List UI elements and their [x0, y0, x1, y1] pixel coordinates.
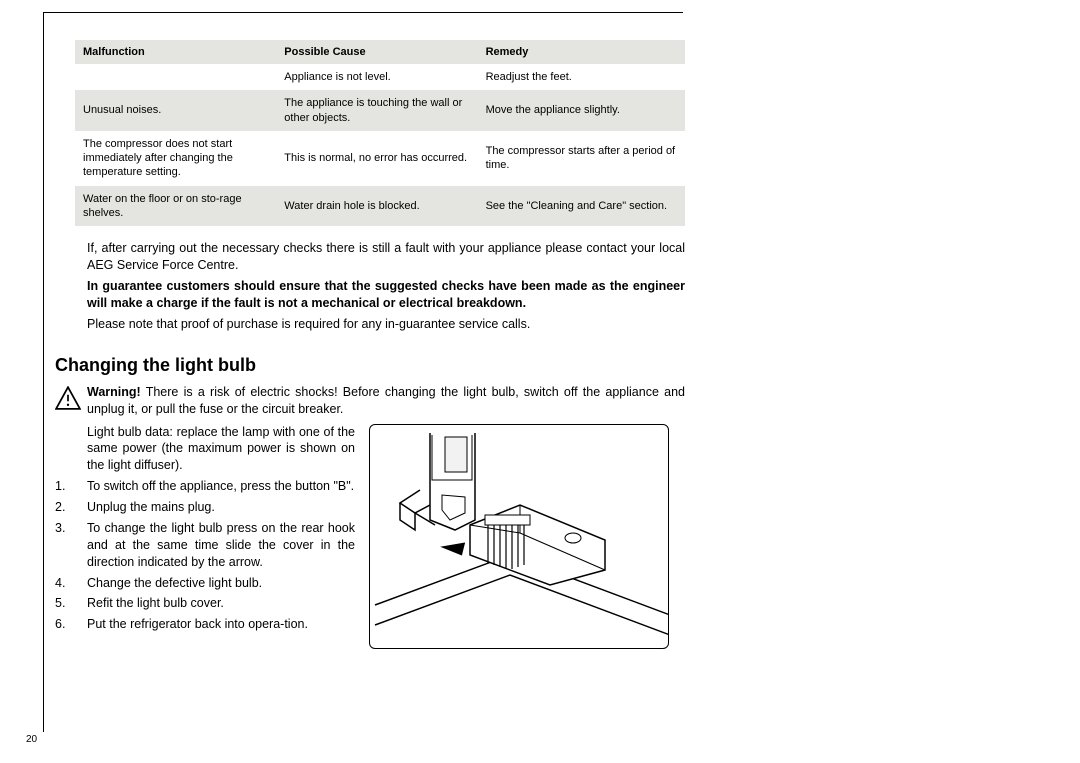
step-number: 6.: [55, 616, 87, 633]
list-item: 2.Unplug the mains plug.: [55, 499, 355, 516]
step-number: 1.: [55, 478, 87, 495]
step-text: Change the defective light bulb.: [87, 575, 355, 592]
table-cell: [75, 64, 276, 90]
table-cell: Readjust the feet.: [478, 64, 685, 90]
table-cell: The compressor does not start immediatel…: [75, 131, 276, 186]
bulb-diagram: [369, 424, 669, 649]
th-cause: Possible Cause: [276, 40, 477, 64]
page-number: 20: [26, 734, 37, 745]
table-row: Unusual noises.The appliance is touching…: [75, 90, 685, 131]
section-title: Changing the light bulb: [55, 355, 685, 376]
step-text: To change the light bulb press on the re…: [87, 520, 355, 571]
th-remedy: Remedy: [478, 40, 685, 64]
list-item: 5.Refit the light bulb cover.: [55, 595, 355, 612]
step-text: Refit the light bulb cover.: [87, 595, 355, 612]
table-cell: The appliance is touching the wall or ot…: [276, 90, 477, 131]
step-number: 4.: [55, 575, 87, 592]
list-item: 6.Put the refrigerator back into opera-t…: [55, 616, 355, 633]
paragraph-3: Please note that proof of purchase is re…: [87, 316, 685, 333]
table-cell: This is normal, no error has occurred.: [276, 131, 477, 186]
warning-icon: [55, 386, 81, 415]
steps-list: 1.To switch off the appliance, press the…: [55, 478, 355, 633]
table-row: Water on the floor or on sto-rage shelve…: [75, 186, 685, 227]
page-border-left: [43, 12, 44, 732]
list-item: 1.To switch off the appliance, press the…: [55, 478, 355, 495]
table-cell: The compressor starts after a period of …: [478, 131, 685, 186]
step-text: Unplug the mains plug.: [87, 499, 355, 516]
bulb-intro: Light bulb data: replace the lamp with o…: [87, 424, 355, 475]
two-column-layout: Light bulb data: replace the lamp with o…: [55, 424, 685, 649]
th-malfunction: Malfunction: [75, 40, 276, 64]
page-content: Malfunction Possible Cause Remedy Applia…: [75, 40, 685, 649]
page-border-top: [43, 12, 683, 13]
steps-column: Light bulb data: replace the lamp with o…: [55, 424, 355, 649]
paragraph-1: If, after carrying out the necessary che…: [87, 240, 685, 274]
warning-row: Warning! There is a risk of electric sho…: [55, 384, 685, 418]
step-number: 5.: [55, 595, 87, 612]
list-item: 4.Change the defective light bulb.: [55, 575, 355, 592]
table-cell: See the "Cleaning and Care" section.: [478, 186, 685, 227]
troubleshooting-table: Malfunction Possible Cause Remedy Applia…: [75, 40, 685, 226]
paragraph-2-bold: In guarantee customers should ensure tha…: [87, 278, 685, 312]
table-cell: Unusual noises.: [75, 90, 276, 131]
step-text: To switch off the appliance, press the b…: [87, 478, 355, 495]
list-item: 3.To change the light bulb press on the …: [55, 520, 355, 571]
table-row: Appliance is not level.Readjust the feet…: [75, 64, 685, 90]
warning-label: Warning!: [87, 385, 141, 399]
step-number: 2.: [55, 499, 87, 516]
table-row: The compressor does not start immediatel…: [75, 131, 685, 186]
table-cell: Appliance is not level.: [276, 64, 477, 90]
table-cell: Water on the floor or on sto-rage shelve…: [75, 186, 276, 227]
table-cell: Move the appliance slightly.: [478, 90, 685, 131]
table-cell: Water drain hole is blocked.: [276, 186, 477, 227]
warning-text: Warning! There is a risk of electric sho…: [87, 384, 685, 418]
warning-body: There is a risk of electric shocks! Befo…: [87, 385, 685, 416]
step-number: 3.: [55, 520, 87, 571]
step-text: Put the refrigerator back into opera-tio…: [87, 616, 355, 633]
